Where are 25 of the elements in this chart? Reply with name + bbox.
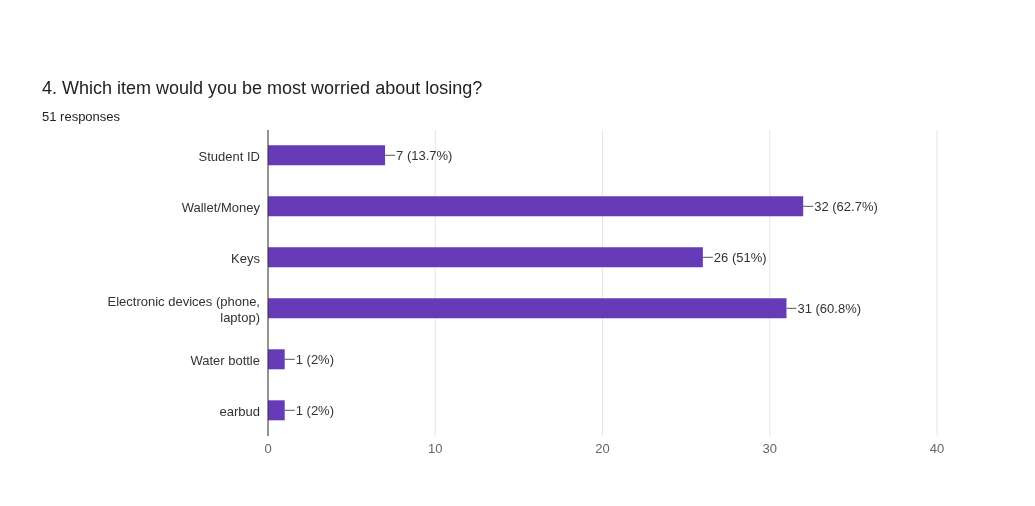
- x-tick-label: 30: [762, 441, 777, 457]
- bar: [268, 349, 285, 370]
- data-label: 1 (2%): [295, 402, 335, 418]
- bar: [268, 196, 804, 217]
- y-tick-label: Electronic devices (phone, laptop): [107, 293, 260, 324]
- y-tick-label: Student ID: [198, 148, 260, 163]
- bar: [268, 400, 285, 421]
- data-label: 1 (2%): [295, 351, 335, 367]
- y-tick-label: Water bottle: [190, 352, 260, 367]
- x-tick-label: 40: [929, 441, 945, 457]
- y-tick-label: Keys: [231, 250, 261, 265]
- y-tick-label: Wallet/Money: [181, 199, 261, 214]
- bar: [268, 247, 703, 268]
- x-tick-label: 0: [264, 441, 272, 457]
- bar: [268, 298, 787, 319]
- data-label: 7 (13.7%): [396, 147, 453, 163]
- chart-title: 4. Which item would you be most worried about losing?: [42, 78, 483, 99]
- x-tick-label: 20: [595, 441, 610, 457]
- data-label: 26 (51%): [713, 249, 767, 265]
- data-label: 32 (62.7%): [814, 198, 878, 214]
- text: 51 responses: [42, 109, 121, 124]
- bar: [268, 145, 386, 166]
- data-label: 31 (60.8%): [797, 300, 862, 316]
- x-tick-label: 10: [428, 441, 443, 457]
- y-tick-label: earbud: [219, 403, 260, 418]
